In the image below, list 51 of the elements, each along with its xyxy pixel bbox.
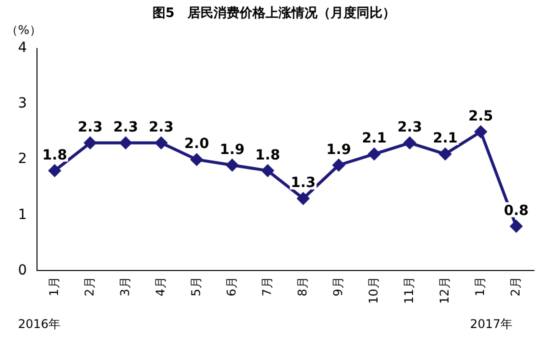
point: [439, 148, 452, 160]
y-axis-title: （%）: [6, 22, 42, 39]
y-tick-label: 4: [18, 40, 27, 56]
data-label: 2.5: [468, 108, 494, 124]
x-tick-label: 7月: [260, 276, 274, 296]
point: [84, 136, 96, 149]
point: [48, 164, 61, 177]
point: [190, 154, 203, 166]
data-label: 2.1: [362, 130, 387, 147]
x-tick-label: 6月: [224, 276, 238, 296]
point: [332, 159, 345, 172]
text: 2017年: [470, 316, 513, 333]
data-label: 2.3: [148, 120, 174, 136]
x-tick-label: 12月: [437, 276, 452, 304]
data-label: 2.3: [78, 120, 103, 136]
x-tick-label: 2月: [82, 276, 96, 296]
x-tick-label: 10月: [366, 276, 380, 304]
data-label: 2.3: [397, 120, 422, 136]
y-tick-label: 0: [18, 262, 27, 278]
point: [262, 164, 274, 177]
x-tick-label: 11月: [402, 276, 416, 304]
data-label: 1.9: [326, 142, 352, 158]
point: [226, 159, 238, 172]
data-label: 2.1: [432, 130, 458, 147]
y-tick-label: 1: [18, 206, 27, 223]
x-tick-label: 4月: [153, 276, 168, 296]
text: 2016年: [18, 316, 61, 333]
x-tick-label: 2月: [508, 276, 522, 296]
data-label: 0.8: [504, 202, 529, 219]
point: [368, 148, 380, 160]
x-tick-label: 3月: [118, 276, 132, 296]
point: [297, 192, 310, 204]
data-label: 1.9: [220, 142, 245, 158]
chart-title: 图5 居民消费价格上涨情况（月度同比）: [151, 4, 397, 22]
point: [404, 136, 416, 149]
point: [474, 126, 487, 138]
x-tick-label: 1月: [472, 276, 487, 296]
data-label: 2.3: [113, 120, 138, 136]
point: [155, 136, 168, 149]
x-tick-label: 5月: [188, 276, 203, 296]
x-tick-label: 9月: [330, 276, 345, 296]
y-tick-label: 3: [18, 96, 27, 112]
point: [510, 220, 522, 232]
data-label: 1.8: [42, 147, 68, 164]
data-label: 1.8: [255, 147, 280, 164]
x-tick-label: 8月: [295, 276, 310, 296]
data-label: 2.0: [184, 136, 210, 152]
point: [120, 136, 132, 149]
y-tick-label: 2: [18, 151, 27, 168]
x-tick-label: 1月: [46, 276, 61, 296]
data-label: 1.3: [290, 175, 316, 192]
